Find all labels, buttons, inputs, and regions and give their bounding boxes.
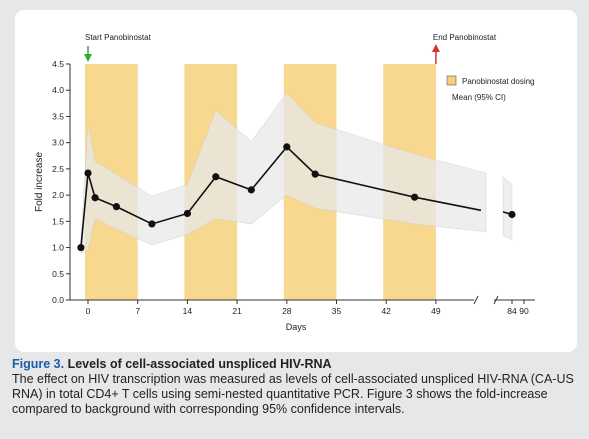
data-point-day-23 xyxy=(247,186,255,194)
axis-break-mark-left xyxy=(473,295,479,305)
figure-caption: Figure 3. Levels of cell-associated unsp… xyxy=(12,357,582,417)
data-point-day-46 xyxy=(411,193,419,201)
data-point-day-4 xyxy=(112,203,120,211)
data-point-day-32 xyxy=(311,170,319,178)
y-tick-label-4.0: 4.0 xyxy=(52,85,64,95)
x-axis-label: Days xyxy=(286,322,307,332)
legend-label-dosing: Panobinostat dosing xyxy=(462,77,535,86)
legend-label-mean: Mean (95% CI) xyxy=(452,93,506,102)
legend-swatch-dosing xyxy=(446,75,457,86)
data-point-day-18 xyxy=(212,173,220,181)
start-panobinostat-arrow-head xyxy=(84,54,92,62)
data-point-day-0 xyxy=(84,169,92,177)
x-tick-label-28: 28 xyxy=(282,306,292,316)
y-tick-label-1.0: 1.0 xyxy=(52,243,64,253)
caption-label: Figure 3. xyxy=(12,357,65,371)
y-tick-label-1.5: 1.5 xyxy=(52,216,64,226)
ci-band-main xyxy=(80,92,487,254)
mean-line-main xyxy=(80,145,482,248)
chart-card: 0.0 0.5 1.0 1.5 2.0 2.5 3.0 3.5 4.0 4.5 0 7 14 21 28 35… xyxy=(15,10,577,352)
x-tick-label-42: 42 xyxy=(381,306,391,316)
data-point-day--1 xyxy=(77,243,85,252)
end-panobinostat-arrow-head xyxy=(431,44,440,52)
start-panobinostat-label: Start Panobinostat xyxy=(85,33,152,42)
y-axis-label: Fold increase xyxy=(34,152,45,212)
ci-band-after-break xyxy=(502,176,513,241)
line-chart: 0.0 0.5 1.0 1.5 2.0 2.5 3.0 3.5 4.0 4.5 0 7 14 21 28 35… xyxy=(34,33,535,332)
caption-body: The effect on HIV transcription was meas… xyxy=(12,372,574,416)
axis-break-mark-right xyxy=(493,295,499,305)
x-tick-label-14: 14 xyxy=(183,306,193,316)
y-tick-label-0.5: 0.5 xyxy=(52,269,64,279)
y-tick-label-4.5: 4.5 xyxy=(52,59,64,69)
x-tick-label-49: 49 xyxy=(431,306,441,316)
x-tick-label-90: 90 xyxy=(519,306,529,316)
y-tick-label-2.0: 2.0 xyxy=(52,190,64,200)
end-panobinostat-label: End Panobinostat xyxy=(433,33,497,42)
caption-title: Levels of cell-associated unspliced HIV-… xyxy=(64,357,332,371)
y-tick-label-3.5: 3.5 xyxy=(52,111,64,121)
x-tick-label-21: 21 xyxy=(232,306,242,316)
data-point-day-84 xyxy=(508,210,516,219)
data-point-day-1 xyxy=(91,194,99,202)
y-tick-label-2.5: 2.5 xyxy=(52,164,64,174)
y-tick-label-0.0: 0.0 xyxy=(52,295,64,305)
x-tick-label-35: 35 xyxy=(332,306,342,316)
y-tick-label-3.0: 3.0 xyxy=(52,138,64,148)
x-tick-label-84: 84 xyxy=(507,306,517,316)
data-point-day-14 xyxy=(183,209,191,218)
x-tick-label-7: 7 xyxy=(135,306,140,316)
data-point-day-9 xyxy=(148,220,156,228)
data-point-day-28 xyxy=(283,143,291,151)
x-tick-label-0: 0 xyxy=(86,306,91,316)
